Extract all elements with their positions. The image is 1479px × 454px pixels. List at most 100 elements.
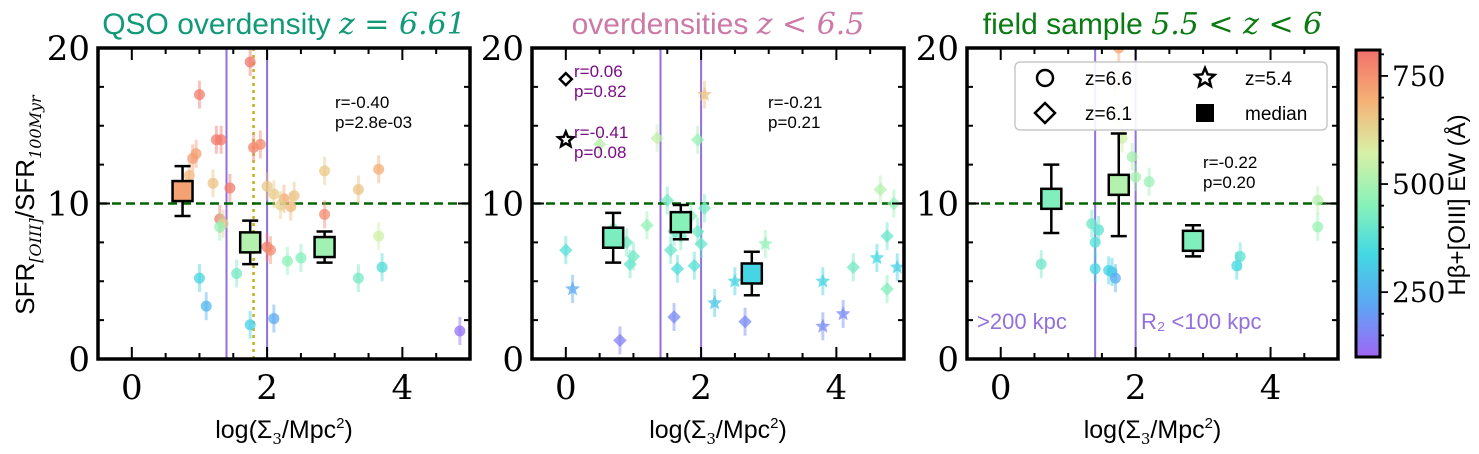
legend-label: z=5.4 xyxy=(1245,69,1292,90)
legend-marker xyxy=(1192,64,1218,89)
legend-item-circle: z=6.6 xyxy=(1035,68,1132,90)
data-point-22 xyxy=(697,80,712,109)
point-marker xyxy=(264,244,276,256)
data-point-37 xyxy=(592,130,607,159)
legend-item-square: median xyxy=(1196,104,1307,125)
x-tick-label: 2 xyxy=(256,368,278,408)
point-marker xyxy=(757,236,773,251)
data-point-33 xyxy=(880,275,894,304)
data-point-2 xyxy=(1086,209,1098,238)
colorbar-scale xyxy=(1354,48,1382,359)
point-marker xyxy=(869,250,885,265)
data-point-19 xyxy=(697,194,712,223)
point-marker xyxy=(352,184,364,196)
data-point-17 xyxy=(261,172,273,201)
region-label-1: >200 kpc xyxy=(977,309,1067,334)
point-marker xyxy=(650,131,664,145)
data-point-19 xyxy=(1312,186,1324,215)
data-point-23 xyxy=(281,247,293,276)
stat-r: r=-0.40 xyxy=(335,93,389,112)
panel-title: QSO overdensity z = 6.61 xyxy=(102,7,466,42)
data-point-9 xyxy=(650,124,664,153)
point-marker xyxy=(697,201,712,215)
point-marker xyxy=(559,243,573,257)
legend-label: z=6.1 xyxy=(1085,104,1132,125)
median-marker xyxy=(238,231,262,254)
data-point-35 xyxy=(244,310,256,339)
x-axis-label: log(Σ3/Mpc2) xyxy=(215,415,353,448)
data-point-31 xyxy=(376,253,388,282)
point-marker xyxy=(815,273,831,288)
panel-title: field sample 5.5 < z < 6 xyxy=(983,7,1322,42)
x-axis-label: log(Σ3/Mpc2) xyxy=(1084,415,1222,448)
colorbar-label: Hβ+[OIII] EW (Å) xyxy=(1443,114,1471,295)
data-point-14 xyxy=(207,169,219,198)
data-point-24 xyxy=(738,307,752,336)
point-marker xyxy=(1231,260,1243,272)
data-point-28 xyxy=(373,155,385,184)
xlabel-main: log(Σ xyxy=(215,416,272,444)
point-marker xyxy=(373,163,385,175)
point-marker xyxy=(873,182,888,197)
data-point-20 xyxy=(694,229,708,258)
point-marker xyxy=(626,249,641,264)
point-marker xyxy=(1130,171,1142,183)
median-1 xyxy=(171,164,194,218)
xlabel-close: ) xyxy=(344,416,352,444)
data-point-13 xyxy=(214,212,226,241)
data-point-34 xyxy=(889,253,904,282)
legend: z=6.6 z=5.4 z=6.1 median xyxy=(1014,61,1328,131)
data-point-36 xyxy=(691,125,705,154)
median-1 xyxy=(1040,163,1063,235)
ylabel-sub2: 100Myr xyxy=(26,94,45,159)
ylabel-sub1: [OIII] xyxy=(26,217,45,262)
colorbar: 250 500 750 Hβ+[OIII] EW (Å) xyxy=(1354,48,1471,359)
point-marker xyxy=(691,224,705,239)
panel-frame xyxy=(96,46,472,361)
data-point-27 xyxy=(352,175,364,204)
data-layer xyxy=(98,48,470,359)
svg-text:SFR[OIII]/SFR100Myr: SFR[OIII]/SFR100Myr xyxy=(10,94,45,315)
point-marker xyxy=(319,165,331,177)
median-3 xyxy=(740,250,764,297)
data-point-15 xyxy=(1143,167,1155,196)
point-marker xyxy=(1312,221,1324,233)
point-marker xyxy=(697,86,712,101)
y-tick-label: 10 xyxy=(47,185,90,225)
point-marker xyxy=(1089,236,1101,248)
xlabel-sub: 3 xyxy=(706,430,716,448)
point-marker xyxy=(193,272,205,284)
title-math: 5.5 < z < 6 xyxy=(1151,7,1322,42)
data-layer xyxy=(967,48,1338,359)
median-marker xyxy=(171,179,194,203)
data-point-3 xyxy=(187,144,199,173)
point-marker xyxy=(187,152,199,164)
point-marker xyxy=(880,282,894,296)
data-point-13 xyxy=(670,254,685,283)
stat-p: p=2.8e-03 xyxy=(335,113,412,132)
data-point-2 xyxy=(565,275,580,304)
point-marker xyxy=(738,314,752,329)
y-tick-label: 20 xyxy=(481,29,524,69)
title-text: overdensities xyxy=(572,8,757,41)
data-point-26 xyxy=(815,267,831,296)
title-math: z < 6.5 xyxy=(756,7,865,42)
y-tick-label: 0 xyxy=(68,340,90,380)
median-2 xyxy=(238,219,262,266)
legend-label: z=6.6 xyxy=(1085,69,1132,90)
legend-box xyxy=(1014,61,1328,131)
point-marker xyxy=(281,255,293,267)
median-marker xyxy=(313,235,336,259)
point-marker xyxy=(1089,263,1101,275)
region-label-2: R₂ <100 kpc xyxy=(1141,309,1261,334)
data-point-5 xyxy=(1093,215,1105,244)
point-marker xyxy=(244,319,256,331)
data-point-36 xyxy=(268,304,280,333)
data-point-37 xyxy=(454,317,466,346)
stat-p: p=0.20 xyxy=(1203,173,1255,192)
data-point-34 xyxy=(231,259,243,288)
point-marker xyxy=(244,56,256,68)
data-point-17 xyxy=(687,251,702,280)
xlabel-close: ) xyxy=(1213,416,1221,444)
data-point-8 xyxy=(1109,264,1121,293)
